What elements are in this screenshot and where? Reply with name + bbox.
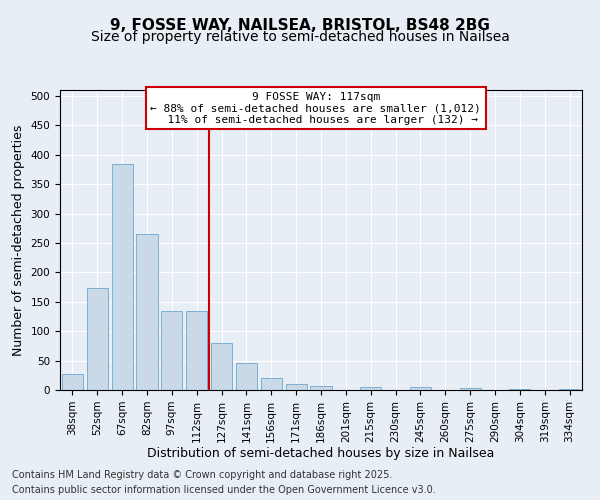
Bar <box>460 388 481 390</box>
X-axis label: Distribution of semi-detached houses by size in Nailsea: Distribution of semi-detached houses by … <box>148 448 494 460</box>
Y-axis label: Number of semi-detached properties: Number of semi-detached properties <box>12 124 25 356</box>
Bar <box>236 363 257 390</box>
Bar <box>211 343 232 390</box>
Bar <box>261 378 282 390</box>
Bar <box>410 387 431 390</box>
Text: 9, FOSSE WAY, NAILSEA, BRISTOL, BS48 2BG: 9, FOSSE WAY, NAILSEA, BRISTOL, BS48 2BG <box>110 18 490 32</box>
Bar <box>360 387 381 390</box>
Bar <box>186 310 207 390</box>
Bar <box>112 164 133 390</box>
Text: Size of property relative to semi-detached houses in Nailsea: Size of property relative to semi-detach… <box>91 30 509 44</box>
Text: Contains HM Land Registry data © Crown copyright and database right 2025.: Contains HM Land Registry data © Crown c… <box>12 470 392 480</box>
Bar <box>310 386 332 390</box>
Bar <box>161 310 182 390</box>
Text: 9 FOSSE WAY: 117sqm
← 88% of semi-detached houses are smaller (1,012)
  11% of s: 9 FOSSE WAY: 117sqm ← 88% of semi-detach… <box>151 92 481 124</box>
Bar <box>62 374 83 390</box>
Bar <box>286 384 307 390</box>
Bar <box>136 234 158 390</box>
Bar <box>87 288 108 390</box>
Text: Contains public sector information licensed under the Open Government Licence v3: Contains public sector information licen… <box>12 485 436 495</box>
Bar <box>509 389 530 390</box>
